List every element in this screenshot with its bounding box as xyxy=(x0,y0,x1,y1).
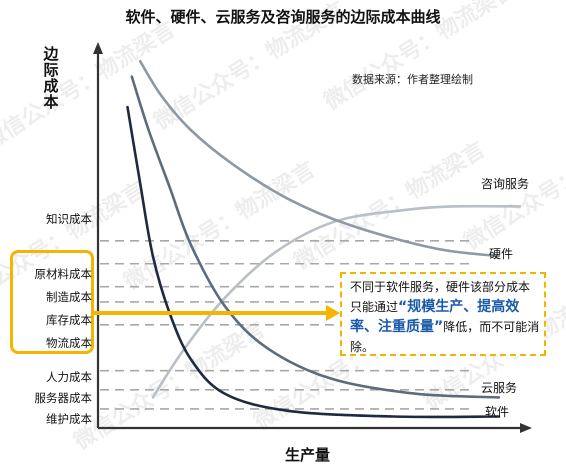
x-axis-arrow xyxy=(520,423,532,433)
curve-consulting xyxy=(151,204,522,399)
cost-label-manufacturing: 制造成本 xyxy=(46,290,92,304)
source-note: 数据来源：作者整理绘制 xyxy=(352,73,473,86)
annotation-text-before: 不同于软件服务，硬件该部分成本只能通过 xyxy=(350,280,531,314)
x-axis-label: 生产量 xyxy=(285,446,331,464)
series-label-hardware: 硬件 xyxy=(489,247,514,261)
series-label-cloud: 云服务 xyxy=(481,381,518,395)
cost-label-logistics: 物流成本 xyxy=(46,336,92,350)
watermark-text: 微信公众号：物流梁言 xyxy=(119,156,320,295)
watermark-text: 微信公众号：物流梁言 xyxy=(0,16,180,155)
annotation-text-after: 降低，而不可能消除。 xyxy=(350,320,540,354)
y-axis-arrow xyxy=(93,42,103,54)
series-label-software: 软件 xyxy=(485,405,510,419)
cost-label-raw-material: 原材料成本 xyxy=(34,267,93,281)
curve-layer xyxy=(126,60,522,419)
y-axis-label: 边际成本 xyxy=(43,45,59,111)
annotation-highlight: “规模生产、提高效率、注重质量” xyxy=(350,299,520,335)
highlight-arrow-head xyxy=(326,305,340,321)
cost-label-labor: 人力成本 xyxy=(46,370,92,384)
curve-hardware xyxy=(138,60,501,258)
annotation-note: 不同于软件服务，硬件该部分成本只能通过“规模生产、提高效率、注重质量”降低，而不… xyxy=(340,272,546,356)
cost-label-server: 服务器成本 xyxy=(34,391,93,405)
axes xyxy=(93,42,532,433)
cost-label-maintenance: 维护成本 xyxy=(46,412,92,426)
highlight-arrow-layer xyxy=(94,305,340,321)
series-label-consulting: 咨询服务 xyxy=(481,177,530,191)
cost-highlight-box xyxy=(10,250,94,354)
curve-software xyxy=(126,105,501,419)
cost-label-inventory: 库存成本 xyxy=(46,313,92,327)
chart-title: 软件、硬件、云服务及咨询服务的边际成本曲线 xyxy=(125,8,441,26)
cost-label-knowledge: 知识成本 xyxy=(46,212,92,226)
